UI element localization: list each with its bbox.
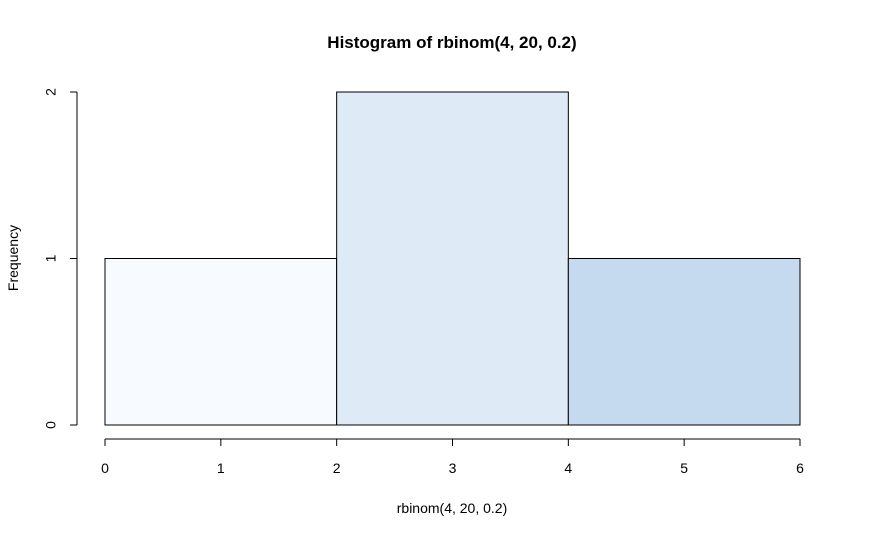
x-tick-label: 1 xyxy=(217,460,225,476)
x-tick-label: 4 xyxy=(564,460,572,476)
y-tick-label: 0 xyxy=(43,421,59,429)
chart-title: Histogram of rbinom(4, 20, 0.2) xyxy=(327,33,576,52)
histogram-bar-2 xyxy=(567,258,801,426)
x-tick-label: 0 xyxy=(101,460,109,476)
histogram-bar-0 xyxy=(104,258,338,426)
x-tick-label: 6 xyxy=(796,460,804,476)
y-tick-label: 1 xyxy=(43,254,59,262)
y-tick-label: 2 xyxy=(43,88,59,96)
x-tick-label: 5 xyxy=(680,460,688,476)
histogram-bar-1 xyxy=(336,91,569,426)
x-axis: 0 1 2 3 4 5 6 xyxy=(101,438,804,476)
y-axis-label: Frequency xyxy=(5,225,21,291)
bars-group xyxy=(104,91,801,426)
x-axis-label: rbinom(4, 20, 0.2) xyxy=(397,500,508,516)
x-tick-label: 2 xyxy=(333,460,341,476)
x-tick-label: 3 xyxy=(449,460,457,476)
y-axis: 0 1 2 xyxy=(43,88,78,429)
